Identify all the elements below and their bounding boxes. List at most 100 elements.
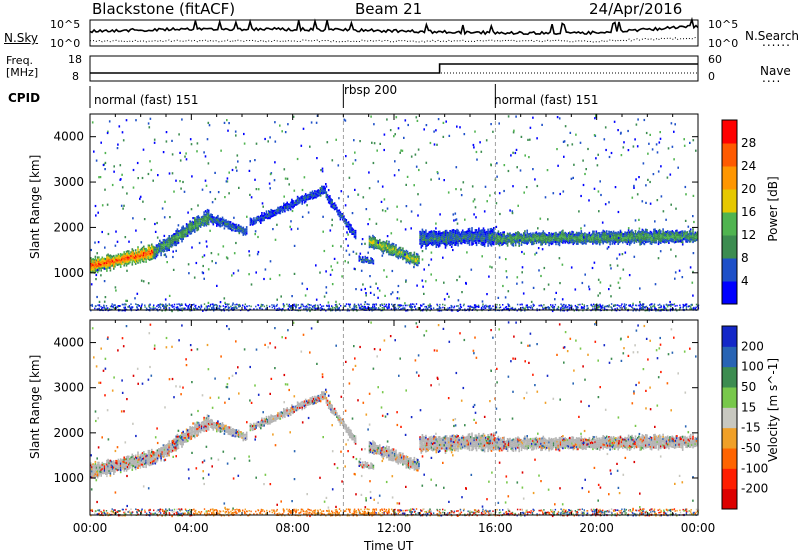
power-cell <box>593 231 595 233</box>
power-cell <box>213 223 215 225</box>
velocity-cell <box>425 435 427 437</box>
velocity-cell <box>457 435 459 437</box>
power-cell <box>471 229 473 231</box>
velocity-cell <box>260 427 262 429</box>
velocity-cell <box>301 408 303 410</box>
velocity-cell <box>100 475 102 477</box>
velocity-cell <box>499 450 501 452</box>
velocity-cell <box>498 436 500 438</box>
velocity-cell <box>329 401 331 403</box>
search-noise-line <box>90 37 698 42</box>
power-cell <box>414 254 416 256</box>
power-cell <box>335 204 337 206</box>
power-cell <box>253 217 255 219</box>
power-cell <box>484 243 486 245</box>
velocity-cell <box>581 436 583 438</box>
velocity-cell <box>609 449 611 451</box>
velocity-cell <box>160 457 162 459</box>
power-cell <box>599 232 601 234</box>
velocity-cell <box>175 450 177 452</box>
power-cell <box>478 242 480 244</box>
velocity-cell <box>355 437 357 439</box>
power-cell <box>622 241 624 243</box>
velocity-cell <box>526 435 528 437</box>
velocity-cell <box>149 450 151 452</box>
power-cell <box>476 244 478 246</box>
velocity-cell <box>246 436 248 438</box>
power-cell <box>299 202 301 204</box>
power-cell <box>350 224 352 226</box>
power-cell <box>132 263 134 265</box>
velocity-cell <box>524 438 526 440</box>
power-cell <box>331 199 333 201</box>
power-cell <box>246 232 248 234</box>
power-cell <box>191 232 193 234</box>
power-cell <box>123 264 125 266</box>
velocity-cell <box>137 452 139 454</box>
power-cell <box>246 226 248 228</box>
velocity-cell <box>417 459 419 461</box>
velocity-cell <box>573 437 575 439</box>
power-cell <box>217 215 219 217</box>
velocity-cell <box>178 447 180 449</box>
velocity-cell <box>312 396 314 398</box>
velocity-plot-area <box>90 320 698 515</box>
power-cell <box>339 209 341 211</box>
power-cell <box>581 230 583 232</box>
velocity-cell <box>203 417 205 419</box>
velocity-cell <box>374 442 376 444</box>
velocity-cell <box>137 453 139 455</box>
velocity-cell <box>360 462 362 463</box>
power-cell <box>526 230 528 232</box>
velocity-cell <box>395 450 397 452</box>
velocity-cell <box>208 429 210 431</box>
velocity-cell <box>559 449 561 451</box>
power-cell <box>140 261 142 263</box>
velocity-cell <box>471 433 473 435</box>
velocity-cell <box>284 416 286 418</box>
velocity-cell <box>290 414 292 416</box>
power-cell <box>100 270 102 272</box>
velocity-cell <box>288 415 290 417</box>
velocity-cell <box>484 450 486 452</box>
power-cell <box>555 243 557 245</box>
velocity-cell <box>200 431 202 433</box>
power-cell <box>334 202 336 204</box>
power-cell <box>236 224 238 226</box>
velocity-cell <box>182 431 184 433</box>
power-cell <box>600 241 602 243</box>
power-cell <box>143 246 145 248</box>
velocity-cell <box>140 467 142 469</box>
velocity-cell <box>97 476 99 478</box>
velocity-cell <box>513 448 515 450</box>
power-cell <box>329 195 331 197</box>
velocity-cell <box>402 453 404 455</box>
velocity-cell <box>208 415 210 417</box>
velocity-cell <box>606 436 608 438</box>
velocity-cell <box>246 434 248 436</box>
power-cell <box>110 269 112 271</box>
velocity-cell <box>348 427 350 429</box>
velocity-cell <box>593 436 595 438</box>
power-cell <box>324 187 326 189</box>
power-cell <box>326 191 328 193</box>
power-cell <box>596 231 598 233</box>
power-cell <box>503 233 505 235</box>
velocity-cell <box>331 405 333 407</box>
power-cell <box>168 249 170 251</box>
power-cell <box>445 247 447 249</box>
power-cell <box>552 243 554 245</box>
power-cell <box>203 211 205 213</box>
velocity-cell <box>457 450 459 452</box>
velocity-cell <box>388 446 390 448</box>
velocity-cell <box>263 424 265 426</box>
power-cell <box>113 268 115 270</box>
velocity-cell <box>599 449 601 451</box>
velocity-cell <box>113 473 115 475</box>
velocity-cell <box>95 461 97 463</box>
velocity-cell <box>181 446 183 448</box>
velocity-cell <box>484 448 486 450</box>
power-cell <box>312 190 314 192</box>
